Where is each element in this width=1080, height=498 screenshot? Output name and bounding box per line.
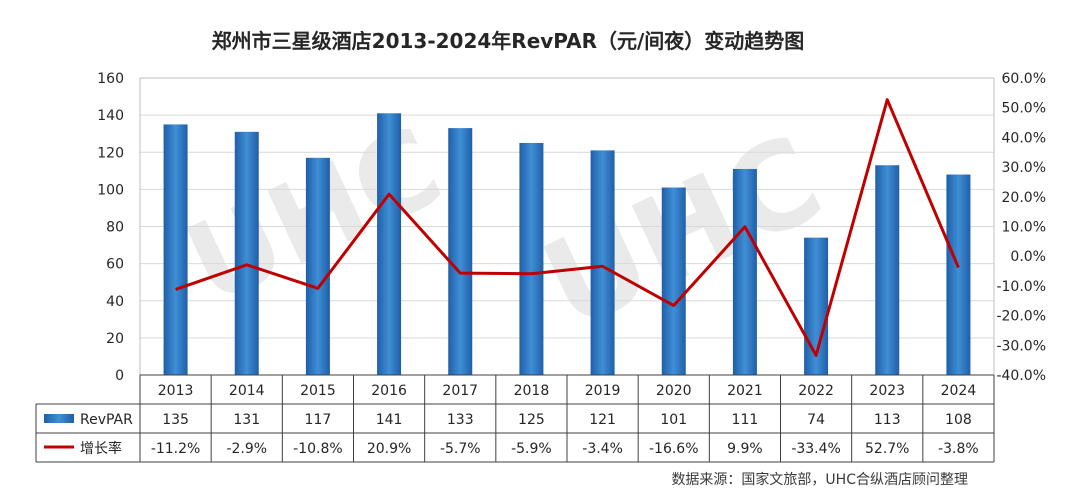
right-tick-label: 60.0% — [1002, 71, 1046, 87]
table-cell: 111 — [732, 412, 759, 428]
table-cell: -11.2% — [151, 441, 201, 457]
x-tick-label: 2013 — [158, 383, 194, 399]
table-cell: 113 — [874, 412, 901, 428]
table-cell: -3.8% — [938, 441, 979, 457]
table-cell: 133 — [447, 412, 474, 428]
left-tick-label: 60 — [106, 257, 124, 273]
x-tick-label: 2021 — [727, 383, 763, 399]
x-tick-label: 2018 — [514, 383, 550, 399]
bar-2024 — [946, 174, 971, 375]
table-cell: -16.6% — [649, 441, 699, 457]
table-cell: 121 — [589, 412, 616, 428]
right-tick-label: 20.0% — [1002, 190, 1046, 206]
x-tick-label: 2014 — [229, 383, 265, 399]
right-tick-label: -10.0% — [996, 279, 1046, 295]
right-tick-label: -30.0% — [996, 338, 1046, 354]
x-tick-label: 2020 — [656, 383, 692, 399]
x-tick-label: 2016 — [371, 383, 407, 399]
bar-2016 — [377, 113, 402, 376]
table-cell: 108 — [945, 412, 972, 428]
table-cell: 101 — [660, 412, 687, 428]
right-tick-label: -20.0% — [996, 309, 1046, 325]
table-cell: 141 — [376, 412, 403, 428]
right-tick-label: -40.0% — [996, 368, 1046, 384]
left-tick-label: 140 — [97, 108, 124, 124]
growth-rate-line — [175, 98, 960, 357]
line-series — [175, 98, 960, 357]
table-cell: -33.4% — [791, 441, 841, 457]
data-table: 2013 2014 2015 2016 2017 2018 2019 2020 2021 2022… — [35, 374, 995, 463]
table-cell: -2.9% — [226, 441, 267, 457]
x-tick-label: 2024 — [941, 383, 977, 399]
right-tick-label: 30.0% — [1002, 160, 1046, 176]
left-tick-label: 120 — [97, 145, 124, 161]
left-tick-label: 20 — [106, 331, 124, 347]
bar-2019 — [590, 150, 615, 375]
bar-2021 — [732, 168, 757, 375]
left-tick-label: 80 — [106, 220, 124, 236]
table-cell: 125 — [518, 412, 545, 428]
table-cell: -5.7% — [440, 441, 481, 457]
table-cell: -3.4% — [582, 441, 623, 457]
table-cell: 135 — [162, 412, 189, 428]
left-tick-label: 40 — [106, 294, 124, 310]
table-cell: 117 — [305, 412, 332, 428]
bar-2018 — [519, 142, 544, 375]
x-tick-label: 2023 — [869, 383, 905, 399]
x-tick-label: 2015 — [300, 383, 336, 399]
legend-key-revpar — [44, 414, 74, 423]
table-cell: 9.9% — [727, 441, 763, 457]
x-tick-label: 2022 — [798, 383, 834, 399]
bar-series — [163, 113, 971, 376]
left-tick-label: 100 — [97, 182, 124, 198]
bar-2013 — [163, 124, 188, 375]
x-tick-label: 2019 — [585, 383, 621, 399]
right-tick-label: 0.0% — [1010, 249, 1046, 265]
legend-label-growth: 增长率 — [80, 440, 122, 457]
table-cell: -10.8% — [293, 441, 343, 457]
x-tick-label: 2017 — [442, 383, 478, 399]
source-note: 数据来源：国家文旅部，UHC合纵酒店顾问整理 — [671, 471, 968, 488]
table-cell: 20.9% — [367, 441, 411, 457]
table-cell: -5.9% — [511, 441, 552, 457]
bar-2015 — [305, 157, 330, 375]
bar-2017 — [448, 128, 473, 375]
right-tick-label: 50.0% — [1002, 101, 1046, 117]
chart-title: 郑州市三星级酒店2013-2024年RevPAR（元/间夜）变动趋势图 — [212, 29, 805, 53]
right-axis: 60.0% 50.0% 40.0% 30.0% 20.0% 10.0% 0.0% -10.0%… — [996, 71, 1046, 384]
legend-label-revpar: RevPAR — [80, 412, 133, 428]
left-axis: 160 140 120 100 80 60 40 20 0 — [97, 71, 124, 384]
table-cell: 131 — [233, 412, 260, 428]
gridlines — [139, 77, 995, 376]
right-tick-label: 10.0% — [1002, 220, 1046, 236]
right-tick-label: 40.0% — [1002, 130, 1046, 146]
table-cell: 52.7% — [865, 441, 909, 457]
bar-2020 — [661, 187, 686, 375]
table-cell: 74 — [807, 412, 825, 428]
bar-2014 — [234, 131, 259, 375]
left-tick-label: 160 — [97, 71, 124, 87]
bar-2023 — [875, 165, 900, 375]
left-tick-label: 0 — [115, 368, 124, 384]
